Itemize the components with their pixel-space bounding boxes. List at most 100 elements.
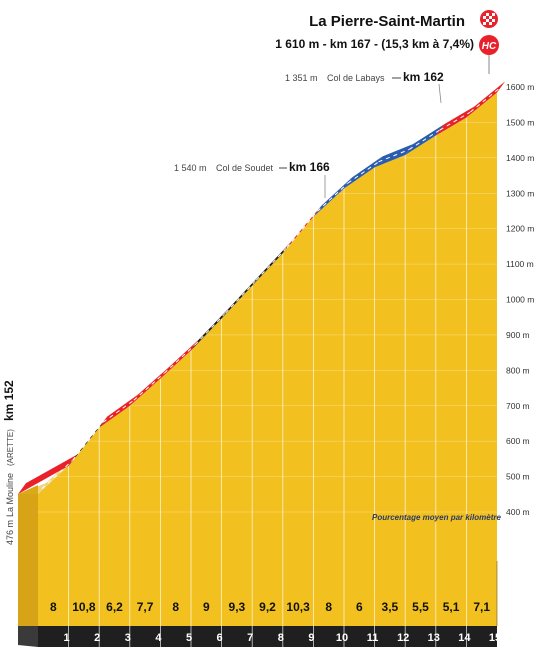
profile-segment — [191, 307, 230, 351]
y-tick-label: 1200 m — [506, 224, 534, 234]
annotation-col-de-soudet: 1 351 m Col de Labays km 162 — [285, 70, 444, 104]
profile-segment — [313, 177, 352, 217]
y-tick-label: 1100 m — [506, 259, 534, 269]
gradient-label: 6,2 — [106, 600, 123, 614]
flag-check — [489, 13, 492, 16]
flag-check — [492, 13, 495, 16]
flag-check — [492, 19, 495, 22]
hc-category-badge: HC — [479, 35, 499, 55]
flag-check — [486, 13, 489, 16]
gradient-label: 7,1 — [473, 600, 490, 614]
y-tick-label: 400 m — [506, 507, 530, 517]
km-base-bar — [18, 561, 498, 647]
svg-text:HC: HC — [482, 41, 497, 52]
annotation-col-de-labays: 1 540 m Col de Soudet km 166 — [174, 160, 330, 198]
gradient-label: 8 — [50, 600, 57, 614]
svg-text:km 166: km 166 — [289, 160, 330, 174]
km-label: 14 — [458, 632, 471, 644]
svg-text:La Mouline: La Mouline — [5, 473, 15, 517]
km-label: 8 — [278, 632, 284, 644]
profile-segment-dash — [439, 111, 471, 131]
profile-segment — [252, 242, 291, 286]
km-bar — [38, 626, 497, 647]
km-label: 1 — [64, 632, 70, 644]
profile-segment — [129, 367, 169, 406]
y-tick-label: 900 m — [506, 330, 530, 340]
flag-check — [489, 16, 492, 19]
gradient-label: 5,1 — [443, 600, 460, 614]
base-side — [18, 565, 38, 626]
profile-segment-dash — [470, 86, 502, 113]
gradient-label: 8 — [325, 600, 332, 614]
gridlines — [38, 86, 497, 565]
svg-text:Col de Soudet: Col de Soudet — [216, 163, 274, 173]
profile-segment-dash — [317, 182, 349, 212]
flag-check — [492, 22, 495, 25]
flag-check — [486, 19, 489, 22]
gradient-label: 5,5 — [412, 600, 429, 614]
km-label: 6 — [217, 632, 223, 644]
flag-check — [489, 22, 492, 25]
km-label: 10 — [336, 632, 348, 644]
chart-title: La Pierre-Saint-Martin — [309, 13, 465, 30]
profile-segment-dash — [378, 149, 410, 163]
km-label: 13 — [428, 632, 440, 644]
profile-segment — [221, 274, 261, 319]
gradient-label: 9,3 — [229, 600, 246, 614]
flag-check — [492, 16, 495, 19]
profile-segment-dash — [408, 129, 441, 150]
profile-line — [18, 81, 505, 495]
profile-segment-dash — [72, 421, 104, 461]
flag-check — [483, 19, 486, 22]
y-tick-label: 600 m — [506, 436, 530, 446]
chart-subtitle: 1 610 m - km 167 - (15,3 km à 7,4%) — [275, 37, 474, 51]
gradient-label: 7,7 — [137, 600, 154, 614]
y-tick-label: 500 m — [506, 472, 530, 482]
profile-area — [38, 92, 497, 627]
km-label: 15 — [489, 632, 501, 644]
profile-segment-dash — [41, 459, 73, 489]
profile-segment-dash — [347, 161, 379, 184]
svg-text:Col de Labays: Col de Labays — [327, 73, 385, 83]
y-tick-label: 1000 m — [506, 295, 534, 305]
svg-text:km 162: km 162 — [403, 70, 444, 84]
y-tick-label: 1600 m — [506, 82, 534, 92]
km-label: 5 — [186, 632, 192, 644]
y-tick-label: 700 m — [506, 401, 530, 411]
profile-segment — [18, 454, 77, 495]
y-tick-label: 1400 m — [506, 153, 534, 163]
flag-check — [486, 22, 489, 25]
gradient-label: 8 — [172, 600, 179, 614]
y-tick-label: 1300 m — [506, 188, 534, 198]
gradient-label: 9,2 — [259, 600, 276, 614]
y-tick-label: 800 m — [506, 365, 530, 375]
start-label: 476 m La Mouline (ARETTE) km 152 — [2, 380, 16, 545]
flag-check — [483, 13, 486, 16]
labels-layer: 400 m 500 m 600 m 700 m 800 m 900 m 1000 m 1100… — [50, 82, 534, 644]
profile-segment — [160, 339, 199, 379]
km-label: 12 — [397, 632, 409, 644]
svg-text:1 540 m: 1 540 m — [174, 163, 207, 173]
gradient-label: 10,8 — [72, 600, 96, 614]
gradient-label: 3,5 — [382, 600, 399, 614]
average-gradient-note: Pourcentage moyen par kilomètre — [372, 513, 501, 522]
km-label: 3 — [125, 632, 131, 644]
svg-text:1 351 m: 1 351 m — [285, 73, 318, 83]
km-label: 11 — [367, 632, 379, 644]
gradient-label: 6 — [356, 600, 363, 614]
profile-segment-dash — [164, 344, 196, 374]
gradient-label: 10,3 — [286, 600, 310, 614]
svg-text:km 152: km 152 — [2, 380, 16, 421]
profile-segment-dash — [133, 372, 165, 401]
flag-check — [489, 19, 492, 22]
gradient-label: 9 — [203, 600, 210, 614]
y-tick-label: 1500 m — [506, 117, 534, 127]
km-label: 2 — [94, 632, 100, 644]
svg-text:(ARETTE): (ARETTE) — [6, 429, 15, 466]
flag-check — [483, 22, 486, 25]
km-bar-side — [18, 626, 38, 647]
km-label: 9 — [308, 632, 314, 644]
flag-check — [486, 16, 489, 19]
km-label: 7 — [247, 632, 253, 644]
